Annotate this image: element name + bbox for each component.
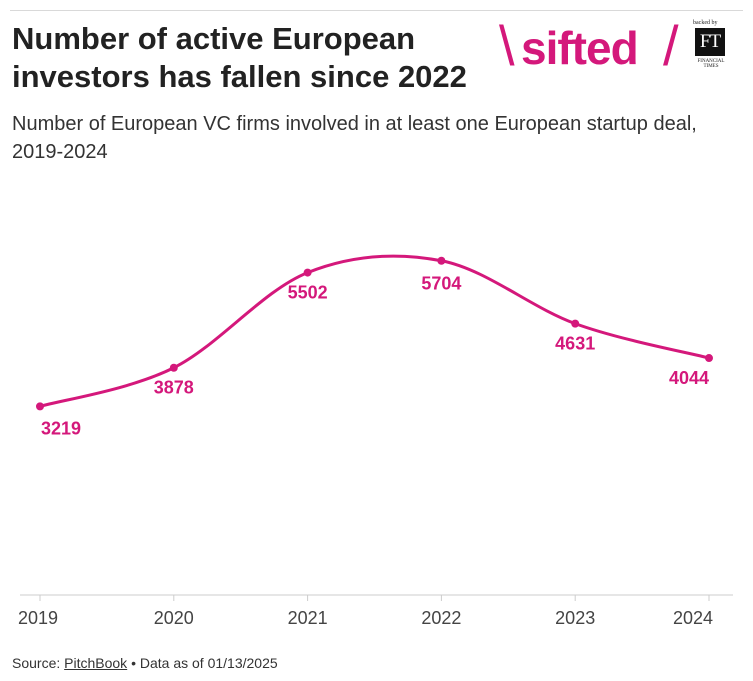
x-tick-label-2023: 2023 — [555, 608, 595, 628]
data-point-2022 — [437, 256, 446, 265]
data-label-2021: 5502 — [288, 283, 328, 303]
data-point-2021 — [303, 268, 312, 277]
source-note: Source: PitchBook • Data as of 01/13/202… — [12, 654, 278, 672]
x-tick-label-2021: 2021 — [288, 608, 328, 628]
line-chart: 3219 2019 3878 2020 5502 2021 5704 2022 4631 2023… — [18, 254, 733, 628]
data-label-2019: 3219 — [41, 418, 81, 438]
data-label-2023: 4631 — [555, 334, 595, 354]
data-point-2024 — [705, 354, 713, 363]
sifted-logo: \ sifted / backed by FT FINANCIAL TIMES — [497, 18, 743, 80]
data-label-2022: 5704 — [421, 274, 461, 294]
source-prefix: Source: — [12, 655, 65, 671]
logo-divider-slash: / — [663, 14, 679, 77]
chart-title: Number of active European investors has … — [12, 21, 467, 94]
backed-by-label: backed by — [693, 20, 718, 26]
logo-slash: \ — [499, 14, 515, 77]
source-link[interactable]: PitchBook — [64, 655, 128, 671]
chart-subtitle: Number of European VC firms involved in … — [12, 113, 697, 163]
data-point-2020 — [169, 363, 178, 372]
ft-logo: FT — [695, 28, 725, 56]
data-point-2023 — [571, 319, 580, 328]
x-tick-label-2024: 2024 — [673, 608, 713, 628]
x-tick-label-2020: 2020 — [154, 608, 194, 628]
series-line — [38, 254, 711, 408]
data-label-2020: 3878 — [154, 378, 194, 398]
data-point-2019 — [36, 402, 44, 411]
x-tick-label-2022: 2022 — [421, 608, 461, 628]
data-date-note: • Data as of 01/13/2025 — [127, 655, 278, 671]
top-rule — [10, 10, 743, 11]
logo-wordmark: sifted — [521, 22, 639, 74]
x-tick-label-2019: 2019 — [18, 608, 58, 628]
data-label-2024: 4044 — [669, 368, 709, 388]
ft-name: FINANCIAL TIMES — [697, 59, 725, 69]
